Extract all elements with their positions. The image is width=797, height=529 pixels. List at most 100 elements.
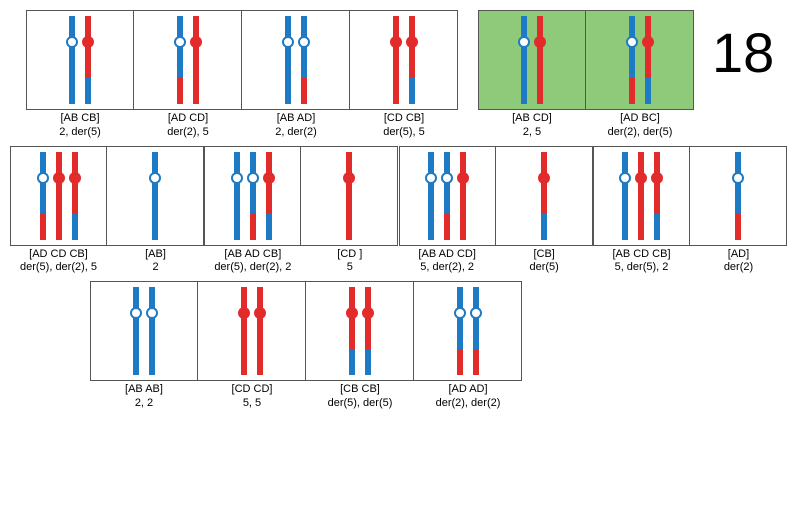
chromosome-CB <box>409 16 415 104</box>
centromere <box>282 36 294 48</box>
chromosome-segment <box>735 214 741 240</box>
cell: [CD CB]der(5), 5 <box>350 10 458 140</box>
chromosome-AB <box>152 152 158 240</box>
chromosome-AB <box>234 152 240 240</box>
chromosome-segment <box>537 16 543 104</box>
label-code: [AB AD] <box>242 112 350 126</box>
chromosome-set <box>496 147 592 245</box>
centromere <box>619 172 631 184</box>
chromosome-segment <box>473 349 479 375</box>
label-desc: 5, der(2), 2 <box>399 261 496 275</box>
chromosome-set <box>301 147 397 245</box>
chromosome-set <box>242 11 349 109</box>
chromosome-segment <box>622 152 628 240</box>
cell: [AB CB]2, der(5) <box>26 10 134 140</box>
chromosome-segment <box>69 16 75 104</box>
chromosome-segment <box>234 152 240 240</box>
label-desc: 5 <box>301 261 398 275</box>
row-0: [AB CB]2, der(5)[AD CD]der(2), 5[AB AD]2… <box>10 10 787 140</box>
karyotype-box <box>496 146 593 246</box>
chromosome-segment <box>72 214 78 240</box>
cell: [CD ]5 <box>301 146 398 276</box>
centromere <box>231 172 243 184</box>
cell: [AB]2 <box>107 146 204 276</box>
label-code: [AB CB] <box>26 112 134 126</box>
diagram-root: [AB CB]2, der(5)[AD CD]der(2), 5[AB AD]2… <box>10 10 787 411</box>
chromosome-set <box>690 147 786 245</box>
chromosome-set <box>586 11 693 109</box>
chromosome-set <box>350 11 457 109</box>
chromosome-segment <box>40 214 46 240</box>
centromere <box>454 307 466 319</box>
chromosome-set <box>205 147 300 245</box>
chromosome-segment <box>257 287 263 375</box>
chromosome-segment <box>285 16 291 104</box>
karyotype-box <box>586 10 694 110</box>
chromosome-set <box>11 147 106 245</box>
label-desc: 2, der(5) <box>26 126 134 140</box>
chromosome-segment <box>266 214 272 240</box>
chromosome-segment <box>346 152 352 240</box>
centromere <box>441 172 453 184</box>
label-code: [AB CD CB] <box>593 248 690 262</box>
cell: [CB]der(5) <box>496 146 593 276</box>
chromosome-set <box>306 282 413 380</box>
karyotype-box <box>10 146 107 246</box>
chromosome-segment <box>521 16 527 104</box>
cell-label: [AB CD]2, 5 <box>478 112 586 140</box>
cell-label: [CB CB]der(5), der(5) <box>306 383 414 411</box>
cell: [AB AD CD]5, der(2), 2 <box>399 146 496 276</box>
karyotype-box <box>690 146 787 246</box>
label-desc: der(5), der(2), 2 <box>204 261 301 275</box>
centromere <box>130 307 142 319</box>
chromosome-CD <box>460 152 466 240</box>
centromere <box>37 172 49 184</box>
cell: [AD BC]der(2), der(5) <box>586 10 694 140</box>
centromere <box>298 36 310 48</box>
karyotype-box <box>242 10 350 110</box>
label-code: [AD CD CB] <box>10 248 107 262</box>
cell: [AB AD CB]der(5), der(2), 2 <box>204 146 301 276</box>
cell-label: [CD CD]5, 5 <box>198 383 306 411</box>
cell: [AB AB]2, 2 <box>90 281 198 411</box>
chromosome-AD <box>457 287 463 375</box>
chromosome-segment <box>349 349 355 375</box>
chromosome-segment <box>629 78 635 104</box>
chromosome-AB <box>428 152 434 240</box>
centromere <box>362 307 374 319</box>
centromere <box>732 172 744 184</box>
centromere <box>66 36 78 48</box>
cell: [AD AD]der(2), der(2) <box>414 281 522 411</box>
label-code: [CD CB] <box>350 112 458 126</box>
chromosome-AD <box>301 16 307 104</box>
chromosome-set <box>91 282 197 380</box>
label-code: [CB CB] <box>306 383 414 397</box>
chromosome-segment <box>638 152 644 240</box>
group-0-1: [AB CD]2, 5[AD BC]der(2), der(5) <box>478 10 694 140</box>
chromosome-segment <box>152 152 158 240</box>
label-desc: 5, 5 <box>198 397 306 411</box>
row-2: [AB AB]2, 2[CD CD]5, 5[CB CB]der(5), der… <box>10 281 787 411</box>
cell: [CB CB]der(5), der(5) <box>306 281 414 411</box>
chromosome-set <box>107 147 203 245</box>
chromosome-CB <box>85 16 91 104</box>
chromosome-segment <box>393 16 399 104</box>
label-desc: der(5) <box>496 261 593 275</box>
centromere <box>534 36 546 48</box>
cell-label: [AB CB]2, der(5) <box>26 112 134 140</box>
chromosome-CB <box>365 287 371 375</box>
cell-label: [AB AD CB]der(5), der(2), 2 <box>204 248 301 276</box>
chromosome-segment <box>133 287 139 375</box>
centromere <box>238 307 250 319</box>
label-code: [AB AD CB] <box>204 248 301 262</box>
centromere <box>53 172 65 184</box>
cell: [AB CD CB]5, der(5), 2 <box>593 146 690 276</box>
label-code: [AB AB] <box>90 383 198 397</box>
chromosome-set <box>479 11 585 109</box>
cell-label: [AD BC]der(2), der(5) <box>586 112 694 140</box>
centromere <box>635 172 647 184</box>
centromere <box>425 172 437 184</box>
chromosome-AD <box>250 152 256 240</box>
label-code: [AB AD CD] <box>399 248 496 262</box>
chromosome-segment <box>645 78 651 104</box>
